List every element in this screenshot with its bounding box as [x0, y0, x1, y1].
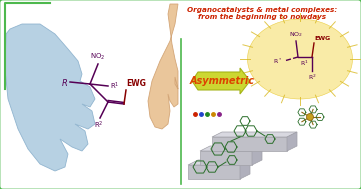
Polygon shape — [5, 24, 95, 171]
Text: EWG: EWG — [314, 36, 330, 41]
Text: EWG: EWG — [126, 79, 146, 88]
Polygon shape — [287, 132, 297, 151]
Text: $\rm R^1$: $\rm R^1$ — [110, 80, 119, 92]
Text: from the beginning to nowdays: from the beginning to nowdays — [198, 14, 326, 20]
Polygon shape — [212, 137, 287, 151]
Text: $\rm R^*$: $\rm R^*$ — [273, 56, 282, 66]
Polygon shape — [200, 146, 262, 151]
Text: $\rm NO_2$: $\rm NO_2$ — [90, 52, 106, 62]
Text: $\rm R^2$: $\rm R^2$ — [94, 120, 104, 131]
Polygon shape — [212, 132, 297, 137]
Polygon shape — [240, 160, 250, 179]
Text: $\it R$: $\it R$ — [61, 77, 68, 88]
Text: $\rm R^1$: $\rm R^1$ — [300, 59, 309, 68]
Text: $\rm R^2$: $\rm R^2$ — [308, 73, 316, 82]
Polygon shape — [188, 165, 240, 179]
Polygon shape — [188, 160, 250, 165]
Polygon shape — [252, 146, 262, 165]
Ellipse shape — [248, 19, 352, 99]
Polygon shape — [200, 151, 252, 165]
Text: Asymmetric: Asymmetric — [190, 76, 255, 86]
Text: $\rm NO_2$: $\rm NO_2$ — [289, 30, 303, 39]
Circle shape — [306, 114, 313, 121]
Text: Organocatalysts & metal complexes:: Organocatalysts & metal complexes: — [187, 7, 337, 13]
Polygon shape — [192, 68, 250, 94]
Polygon shape — [148, 4, 178, 129]
